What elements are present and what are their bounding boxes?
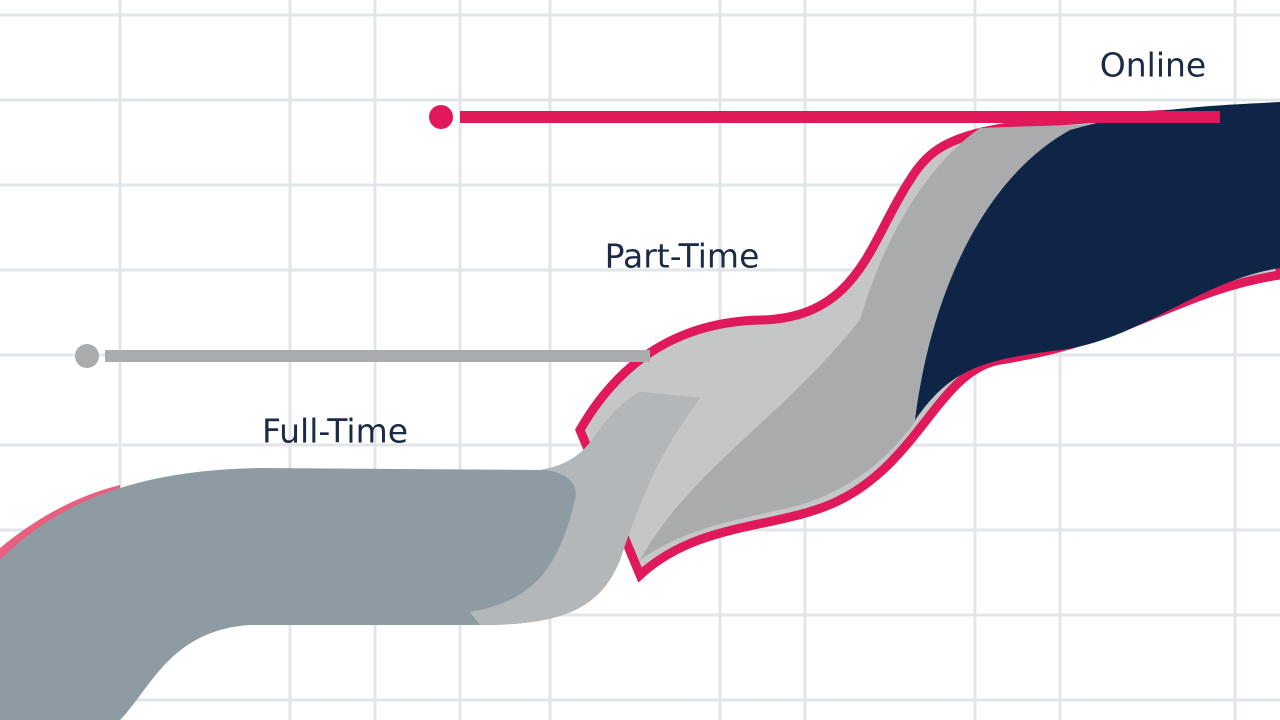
online-connector-dot <box>429 105 453 129</box>
full-time-band-side <box>470 392 700 625</box>
online-label: Online <box>1100 46 1206 85</box>
part-time-label: Part-Time <box>605 237 760 276</box>
full-time-band <box>0 392 700 720</box>
full-time-connector-dot <box>75 344 99 368</box>
full-time-label: Full-Time <box>262 412 408 451</box>
online-band <box>915 102 1280 420</box>
